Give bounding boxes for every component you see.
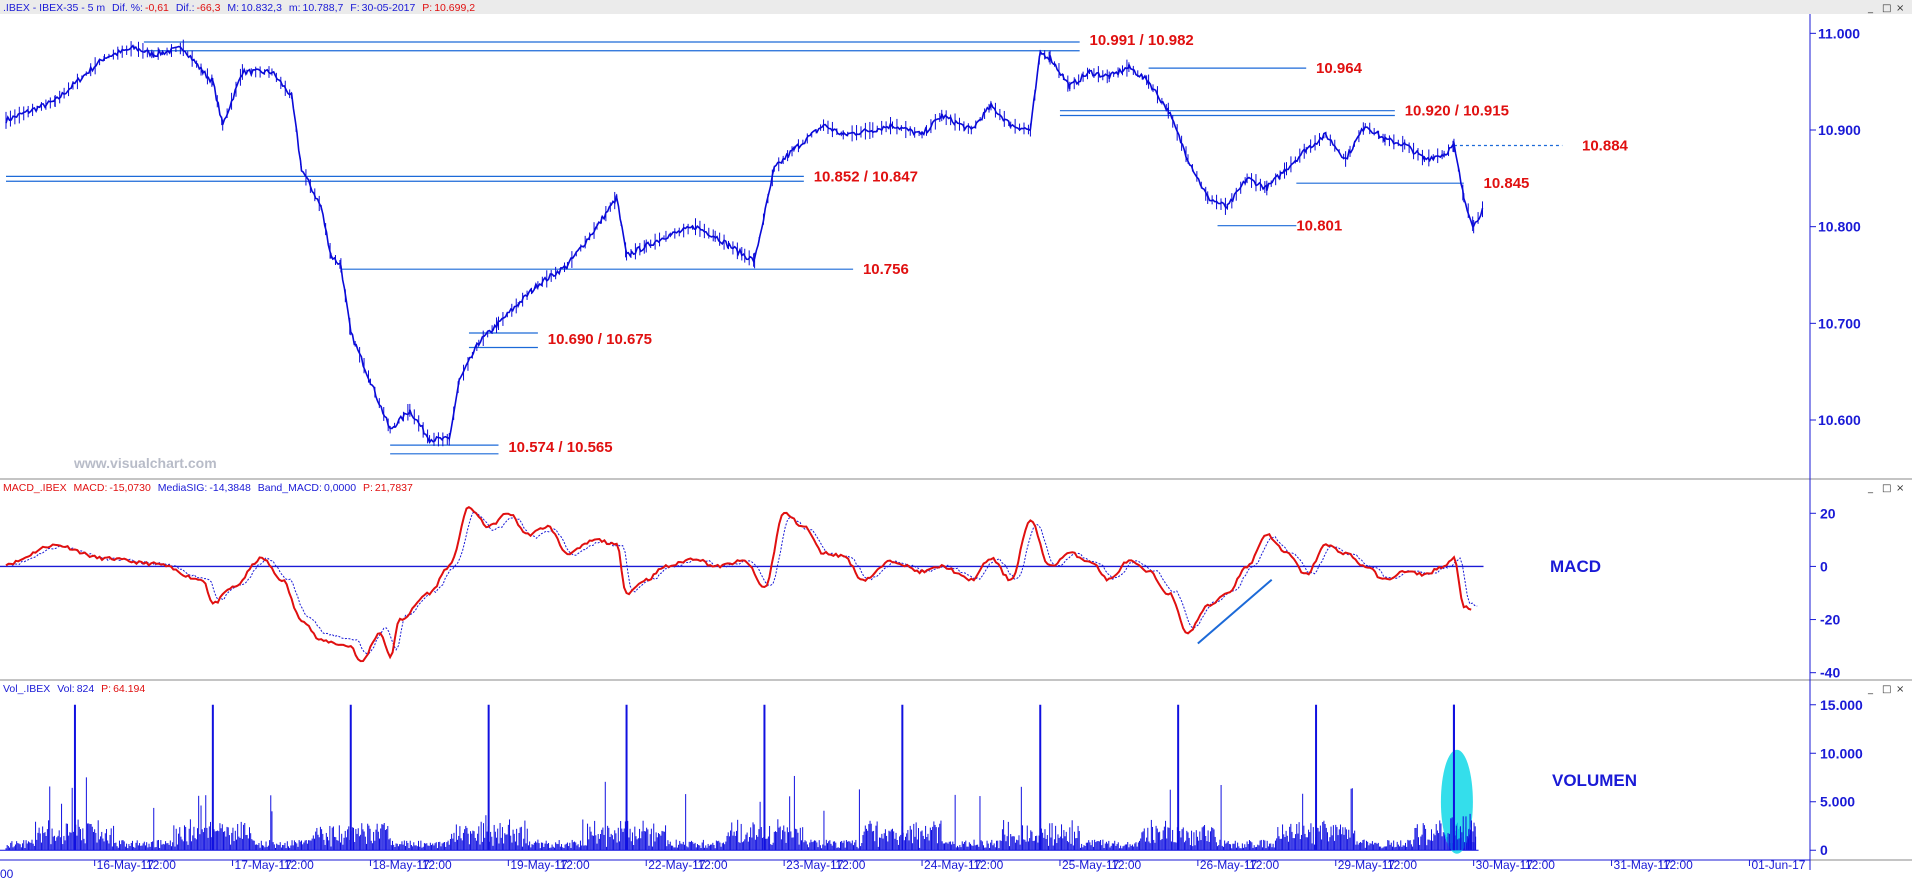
vol-header-bar (0, 681, 1912, 695)
price-series (5, 39, 1484, 447)
time-tick-label: 17-May-17 (235, 858, 293, 872)
maximize-icon[interactable]: □ (1882, 3, 1891, 14)
price-tick-label: 10.900 (1818, 122, 1861, 138)
maximize-icon[interactable]: □ (1882, 483, 1891, 494)
close-icon[interactable]: × (1896, 684, 1904, 695)
volume-series (0, 704, 1479, 854)
time-tick-label: 12:00 (422, 858, 452, 872)
volume-panel-label: VOLUMEN (1552, 771, 1637, 790)
price-tick-label: 10.700 (1818, 315, 1861, 331)
price-level-label: 10.690 / 10.675 (548, 331, 652, 348)
volume-tick-label: 15.000 (1820, 697, 1863, 713)
time-tick-label: 12:00 (146, 858, 176, 872)
price-header: .IBEX - IBEX-35 - 5 m Dif. %: -0,61 Dif.:… (3, 2, 475, 14)
time-tick-label: 22-May-17 (648, 858, 706, 872)
price-level-label: 10.852 / 10.847 (814, 168, 918, 185)
price-window-controls[interactable]: _ □ × (1867, 3, 1904, 14)
price-level-label: 10.964 (1316, 60, 1363, 77)
macd-series (0, 506, 1484, 663)
time-tick-label: 29-May-17 (1338, 858, 1396, 872)
price-level-label: 10.574 / 10.565 (508, 439, 612, 456)
time-tick-label: 12:00 (1387, 858, 1417, 872)
macd-tick-label: -20 (1820, 612, 1840, 628)
macd-trend-line (1197, 578, 1273, 645)
macd-line (5, 506, 1472, 663)
time-tick-label: 00 (0, 867, 14, 881)
macd-axis: 20 0 -20 -40 (1810, 505, 1840, 681)
time-tick-label: 12:00 (284, 858, 314, 872)
volume-tick-label: 5.000 (1820, 794, 1855, 810)
volume-tick-label: 10.000 (1820, 745, 1863, 761)
time-tick-label: 18-May-17 (372, 858, 430, 872)
macd-tick-label: 20 (1820, 505, 1836, 521)
time-tick-label: 01-Jun-17 (1751, 858, 1805, 872)
price-level-label: 10.920 / 10.915 (1405, 103, 1509, 120)
price-level-label: 10.845 (1484, 175, 1530, 192)
price-level-label: 10.991 / 10.982 (1090, 32, 1194, 49)
minimize-icon[interactable]: _ (1867, 483, 1874, 494)
price-tick-label: 11.000 (1818, 25, 1860, 41)
macd-tick-label: 0 (1820, 558, 1828, 574)
price-level-label: 10.801 (1296, 218, 1342, 235)
time-tick-label: 12:00 (1249, 858, 1279, 872)
time-tick-label: 26-May-17 (1200, 858, 1258, 872)
time-tick-label: 12:00 (1525, 858, 1555, 872)
time-tick-label: 24-May-17 (924, 858, 982, 872)
time-tick-label: 12:00 (560, 858, 590, 872)
macd-window-controls[interactable]: _ □ × (1867, 483, 1904, 494)
price-header-bar (0, 0, 1912, 14)
time-tick-label: 30-May-17 (1476, 858, 1534, 872)
time-tick-label: 12:00 (973, 858, 1003, 872)
time-tick-label: 25-May-17 (1062, 858, 1120, 872)
time-tick-label: 12:00 (698, 858, 728, 872)
time-tick-label: 19-May-17 (510, 858, 568, 872)
minimize-icon[interactable]: _ (1867, 3, 1874, 14)
vol-header: Vol_.IBEX Vol: 824 P: 64.194 (3, 683, 145, 695)
time-tick-label: 16-May-17 (97, 858, 155, 872)
macd-header-bar (0, 480, 1912, 494)
macd-header: MACD_.IBEX MACD: -15,0730 MediaSIG: -14,38… (3, 482, 413, 494)
close-icon[interactable]: × (1896, 483, 1904, 494)
volume-axis: 15.000 10.000 5.000 0 (1810, 697, 1863, 858)
time-tick-label: 12:00 (1111, 858, 1141, 872)
volume-highlight (1440, 749, 1473, 854)
macd-signal-line (11, 511, 1478, 655)
price-level-label: 10.756 (863, 261, 909, 278)
price-level-label: 10.884 (1582, 137, 1629, 154)
time-tick-label: 12:00 (1663, 858, 1693, 872)
maximize-icon[interactable]: □ (1882, 684, 1891, 695)
close-icon[interactable]: × (1896, 3, 1904, 14)
watermark: www.visualchart.com (73, 455, 217, 471)
price-levels: 10.991 / 10.982 10.964 10.920 / 10.915 10.8… (6, 32, 1629, 456)
time-tick-label: 12:00 (835, 858, 865, 872)
price-tick-label: 10.600 (1818, 412, 1861, 428)
time-tick-label: 31-May-17 (1614, 858, 1672, 872)
price-tick-label: 10.800 (1818, 219, 1861, 235)
macd-panel-label: MACD (1550, 557, 1601, 576)
time-tick-label: 23-May-17 (786, 858, 844, 872)
price-axis: 11.000 10.900 10.800 10.700 10.600 (1810, 25, 1861, 428)
macd-tick-label: -40 (1820, 665, 1840, 681)
minimize-icon[interactable]: _ (1867, 684, 1874, 695)
vol-window-controls[interactable]: _ □ × (1867, 684, 1904, 695)
volume-tick-label: 0 (1820, 842, 1828, 858)
